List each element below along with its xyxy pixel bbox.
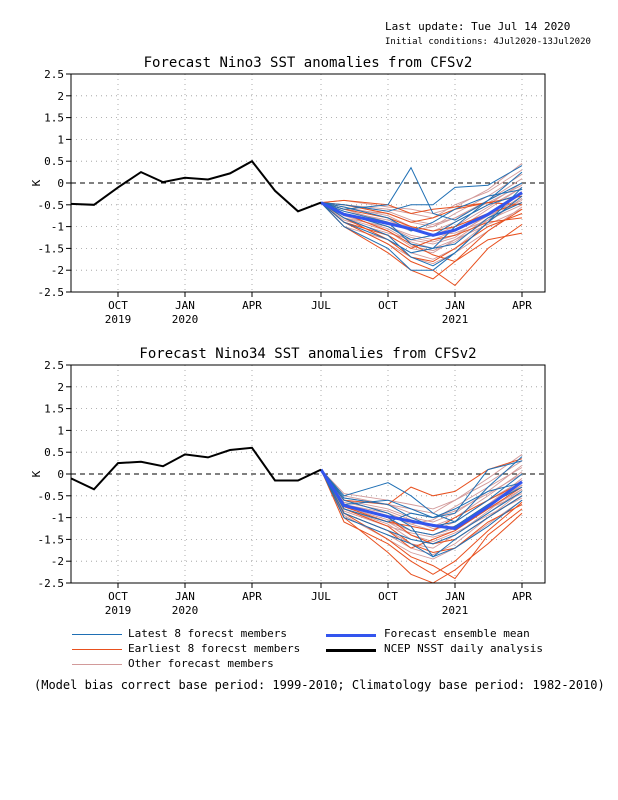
earliest-member-line bbox=[320, 469, 523, 532]
legend-label: Earliest 8 forecst members bbox=[128, 642, 301, 655]
y-tick-label: -1 bbox=[51, 221, 64, 234]
legend-label: Latest 8 forecst members bbox=[128, 627, 287, 640]
legend-swatch bbox=[72, 664, 122, 665]
y-tick-label: -2 bbox=[51, 264, 64, 277]
y-tick-label: 2 bbox=[57, 90, 64, 103]
y-tick-label: -0.5 bbox=[38, 490, 65, 503]
x-tick-month: APR bbox=[512, 590, 532, 603]
last-update-text: Last update: Tue Jul 14 2020 bbox=[385, 20, 571, 33]
y-tick-label: 1 bbox=[57, 133, 64, 146]
x-tick-month: JAN bbox=[445, 299, 465, 312]
earliest-member-line bbox=[320, 469, 523, 554]
legend-swatch bbox=[326, 649, 376, 652]
y-tick-label: 0.5 bbox=[44, 446, 64, 459]
y-tick-label: 1 bbox=[57, 424, 64, 437]
other-member-line bbox=[320, 469, 523, 560]
earliest-member-line bbox=[320, 469, 523, 575]
x-tick-year: 2020 bbox=[172, 604, 199, 617]
latest-member-line bbox=[320, 469, 523, 558]
other-member-line bbox=[320, 460, 523, 514]
x-tick-year: 2021 bbox=[442, 313, 469, 326]
y-tick-label: 0 bbox=[57, 177, 64, 190]
x-tick-month: OCT bbox=[108, 299, 128, 312]
x-tick-year: 2021 bbox=[442, 604, 469, 617]
earliest-member-line bbox=[320, 202, 523, 249]
x-tick-month: APR bbox=[242, 299, 262, 312]
x-tick-month: APR bbox=[512, 299, 532, 312]
other-member-line bbox=[320, 454, 523, 510]
latest-member-line bbox=[320, 469, 523, 523]
y-tick-label: -2 bbox=[51, 555, 64, 568]
x-tick-year: 2019 bbox=[105, 604, 132, 617]
ensemble-mean-line bbox=[319, 468, 523, 531]
x-tick-month: OCT bbox=[108, 590, 128, 603]
chart-title: Forecast Nino3 SST anomalies from CFSv2 bbox=[144, 55, 473, 71]
y-tick-label: 0 bbox=[57, 468, 64, 481]
observed-analysis-line bbox=[70, 446, 322, 491]
chart-title: Forecast Nino34 SST anomalies from CFSv2 bbox=[139, 346, 476, 362]
chart-panel-1: Forecast Nino3 SST anomalies from CFSv2 2… bbox=[30, 55, 546, 326]
latest-member-line bbox=[320, 171, 523, 254]
latest-member-line bbox=[320, 189, 523, 232]
observed-analysis-line bbox=[70, 159, 322, 213]
y-tick-label: -1 bbox=[51, 512, 64, 525]
earliest-member-line bbox=[320, 469, 523, 580]
latest-member-line bbox=[320, 202, 523, 249]
x-tick-month: JUL bbox=[311, 590, 331, 603]
earliest-member-line bbox=[320, 469, 523, 584]
legend-label: Other forecast members bbox=[128, 657, 274, 670]
x-tick-month: JAN bbox=[175, 299, 195, 312]
y-tick-label: -0.5 bbox=[38, 199, 65, 212]
y-tick-label: 1.5 bbox=[44, 112, 64, 125]
other-member-line bbox=[320, 191, 523, 252]
other-member-line bbox=[320, 464, 523, 523]
x-tick-month: JAN bbox=[175, 590, 195, 603]
latest-member-line bbox=[320, 460, 523, 519]
plot-frame bbox=[70, 364, 546, 584]
y-tick-label: -2.5 bbox=[38, 577, 65, 590]
earliest-member-line bbox=[320, 458, 523, 506]
y-axis-label: K bbox=[30, 470, 43, 477]
footnote: (Model bias correct base period: 1999-20… bbox=[34, 678, 605, 692]
x-tick-month: OCT bbox=[378, 299, 398, 312]
y-tick-label: -1.5 bbox=[38, 242, 65, 255]
y-axis-label: K bbox=[30, 179, 43, 186]
initial-conditions-text: Initial conditions: 4Jul2020-13Jul2020 bbox=[385, 37, 591, 47]
ensemble-mean-line bbox=[320, 191, 523, 237]
legend-swatch bbox=[326, 634, 376, 637]
legend-label: Forecast ensemble mean bbox=[384, 627, 530, 640]
y-tick-label: -2.5 bbox=[38, 286, 65, 299]
latest-member-line bbox=[320, 165, 523, 212]
plot-frame bbox=[70, 73, 546, 293]
y-tick-label: -1.5 bbox=[38, 533, 65, 546]
legend-swatch bbox=[72, 649, 122, 650]
y-tick-label: 2.5 bbox=[44, 359, 64, 372]
x-tick-year: 2019 bbox=[105, 313, 132, 326]
x-tick-month: APR bbox=[242, 590, 262, 603]
x-tick-month: OCT bbox=[378, 590, 398, 603]
x-tick-year: 2020 bbox=[172, 313, 199, 326]
legend-swatch bbox=[72, 634, 122, 635]
earliest-member-line bbox=[320, 202, 523, 280]
y-tick-label: 1.5 bbox=[44, 403, 64, 416]
chart-panel-2: Forecast Nino34 SST anomalies from CFSv2… bbox=[30, 346, 546, 617]
x-tick-month: JAN bbox=[445, 590, 465, 603]
y-tick-label: 2.5 bbox=[44, 68, 64, 81]
latest-member-line bbox=[320, 469, 523, 558]
earliest-member-line bbox=[320, 202, 523, 263]
earliest-member-line bbox=[320, 202, 523, 287]
latest-member-line bbox=[320, 456, 523, 523]
x-tick-month: JUL bbox=[311, 299, 331, 312]
y-tick-label: 0.5 bbox=[44, 155, 64, 168]
latest-member-line bbox=[320, 195, 523, 271]
y-tick-label: 2 bbox=[57, 381, 64, 394]
legend-label: NCEP NSST daily analysis bbox=[384, 642, 543, 655]
